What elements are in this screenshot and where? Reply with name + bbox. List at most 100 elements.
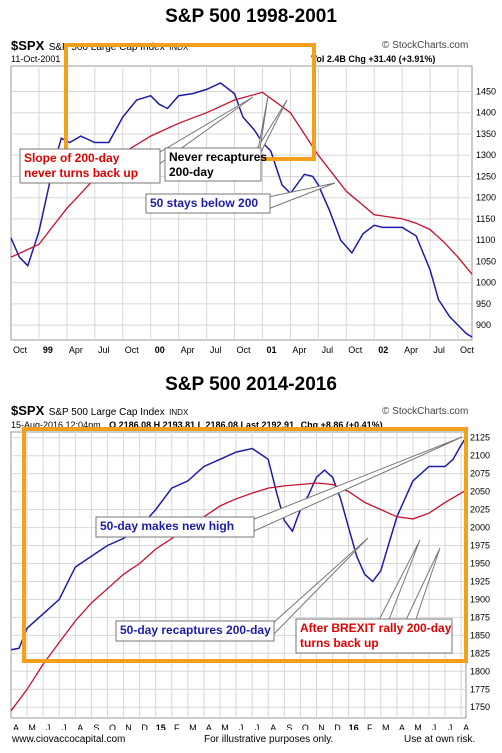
symbol-header-top: $SPX S&P 500 Large Cap Index INDX <box>11 37 188 55</box>
y-tick-label: 1100 <box>476 235 495 245</box>
x-tick-label: Oct <box>460 345 475 355</box>
callout-box <box>95 516 255 538</box>
y-tick-label: 1400 <box>476 108 496 118</box>
footer-risk: Use at own risk. <box>404 734 476 745</box>
annotation-50-below-200: 50 stays below 200 <box>145 182 336 214</box>
callout-box <box>19 148 161 184</box>
x-tick-label: O <box>109 723 116 730</box>
x-tick-label: O <box>302 723 309 730</box>
y-tick-label: 900 <box>476 320 491 330</box>
y-tick-label: 1975 <box>470 541 490 551</box>
callout-text: never turns back up <box>24 166 138 180</box>
x-tick-label: M <box>414 723 422 730</box>
annotation-recaptures: 50-day recaptures 200-day <box>115 537 369 642</box>
quote-vol-top: Vol 2.4B Chg +31.40 (+3.91%) <box>311 54 435 64</box>
y-tick-label: 1150 <box>476 214 495 224</box>
series-line-50-day <box>10 437 467 651</box>
x-tick-label: Oct <box>125 345 140 355</box>
highlight-box-bottom <box>22 427 468 663</box>
x-tick-label: A <box>399 723 405 730</box>
y-tick-label: 1900 <box>470 594 490 604</box>
x-tick-label: F <box>367 723 373 730</box>
volume: Vol 2.4B <box>311 54 346 64</box>
x-tick-label: J <box>62 723 67 730</box>
x-tick-label: S <box>286 723 292 730</box>
x-tick-label: D <box>141 723 148 730</box>
x-tick-label: J <box>46 723 51 730</box>
symbol: $SPX <box>11 38 45 53</box>
callout-text: turns back up <box>300 636 379 650</box>
index-description: S&P 500 Large Cap Index <box>48 407 165 418</box>
x-tick-label: M <box>382 723 390 730</box>
x-tick-label: 99 <box>43 345 53 355</box>
x-tick-label: 00 <box>155 345 165 355</box>
y-tick-label: 1875 <box>470 612 490 622</box>
annotation-new-high: 50-day makes new high <box>95 436 463 538</box>
callout-box <box>164 147 262 182</box>
x-tick-label: M <box>28 723 36 730</box>
x-tick-label: J <box>432 723 437 730</box>
callout-box <box>295 618 453 654</box>
callout-text: After BREXIT rally 200-day <box>300 621 452 635</box>
x-tick-label: 01 <box>266 345 276 355</box>
footer-website[interactable]: www.ciovaccocapital.com <box>12 734 126 745</box>
y-tick-label: 2125 <box>470 433 490 443</box>
stockcharts-watermark-bottom: © StockCharts.com <box>382 406 469 417</box>
x-tick-label: Apr <box>404 345 418 355</box>
exchange-label: INDX <box>169 408 189 417</box>
x-tick-label: S <box>93 723 99 730</box>
footer-disclaimer: For illustrative purposes only. <box>204 734 334 745</box>
x-tick-label: J <box>448 723 453 730</box>
index-description: S&P 500 Large Cap Index <box>48 42 165 53</box>
series-line-50-day <box>10 82 473 338</box>
x-tick-label: Apr <box>69 345 83 355</box>
x-tick-label: A <box>206 723 212 730</box>
x-tick-label: Oct <box>348 345 363 355</box>
x-tick-label: Jul <box>433 345 445 355</box>
chart-1: A M J J A S O N D 15 F M A M J J A S O N D 16 F M A M J J A 1750 1775 1… <box>10 431 490 730</box>
y-tick-label: 1825 <box>470 648 490 658</box>
plot-frame <box>10 431 467 719</box>
y-tick-label: 1775 <box>470 684 490 694</box>
callout-text: 50-day recaptures 200-day <box>120 623 271 637</box>
change: Chg +31.40 (+3.91%) <box>348 54 436 64</box>
y-tick-label: 1050 <box>476 256 496 266</box>
quote-date: 15-Aug-2016 12:04pm <box>11 420 101 430</box>
stockcharts-watermark-top: © StockCharts.com <box>382 40 469 51</box>
x-tick-label: A <box>13 723 19 730</box>
quote-ohlc: O 2186.08 H 2193.81 L 2186.08 Last 2192.… <box>109 420 295 430</box>
series-line-200-day <box>10 482 467 712</box>
y-tick-label: 2000 <box>470 523 490 533</box>
x-tick-label: A <box>463 723 469 730</box>
x-tick-label: Oct <box>237 345 252 355</box>
x-tick-label: 02 <box>378 345 388 355</box>
y-tick-label: 2075 <box>470 469 490 479</box>
y-tick-label: 2025 <box>470 505 490 515</box>
symbol: $SPX <box>11 403 45 418</box>
symbol-header-bottom: $SPX S&P 500 Large Cap Index INDX <box>11 402 188 420</box>
x-tick-label: Apr <box>292 345 306 355</box>
x-tick-label: 15 <box>156 723 166 730</box>
charts-canvas: Oct 99 Apr Jul Oct 00 Apr Jul Oct 01 Apr Jul Oct 02 Ap… <box>10 43 496 730</box>
callout-box <box>145 193 271 214</box>
x-tick-label: J <box>239 723 244 730</box>
y-tick-label: 1200 <box>476 193 496 203</box>
callout-box <box>115 620 275 642</box>
y-tick-label: 1450 <box>476 86 496 96</box>
y-tick-label: 1350 <box>476 129 496 139</box>
x-tick-label: Jul <box>322 345 334 355</box>
x-tick-label: M <box>221 723 229 730</box>
change: Chg +8.86 (+0.41%) <box>300 420 383 430</box>
y-tick-label: 1000 <box>476 278 496 288</box>
chart-title-bottom: S&P 500 2014-2016 <box>165 374 337 395</box>
x-tick-label: Apr <box>181 345 195 355</box>
x-tick-label: 16 <box>349 723 359 730</box>
callout-text: Slope of 200-day <box>24 151 120 165</box>
x-tick-label: Jul <box>210 345 222 355</box>
y-tick-label: 950 <box>476 299 491 309</box>
quote-date: 11-Oct-2001 <box>11 54 61 64</box>
y-tick-label: 1250 <box>476 171 496 181</box>
y-tick-label: 2100 <box>470 451 490 461</box>
